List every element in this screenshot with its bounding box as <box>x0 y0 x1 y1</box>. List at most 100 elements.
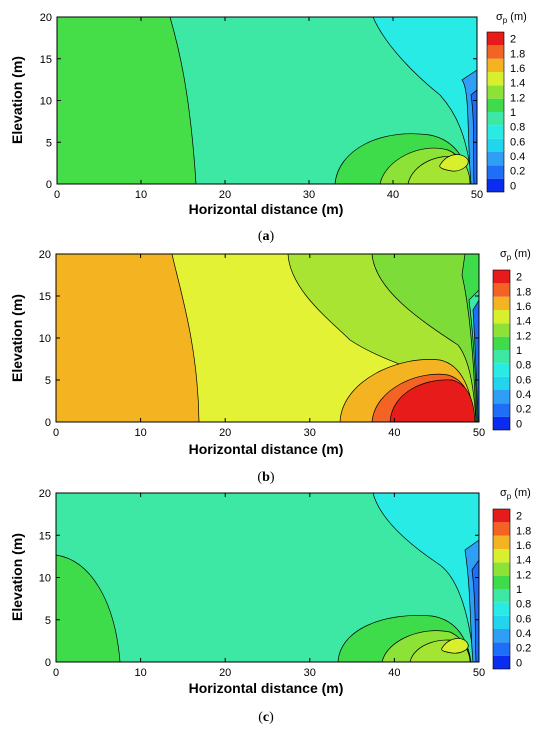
colorbar-segment <box>493 629 510 643</box>
colorbar-b: 0 0.2 0.4 0.6 0.8 1 1.2 1.4 1.6 1.8 2 σp (m) <box>492 248 531 431</box>
colorbar-segment <box>493 350 510 364</box>
colorbar-tick-label: 1.2 <box>510 92 525 104</box>
caption-b: (b) <box>257 470 274 485</box>
colorbar-segment <box>493 363 510 377</box>
colorbar-segment <box>487 72 504 86</box>
colorbar-tick-label: 1.8 <box>516 286 531 298</box>
colorbar-segment <box>493 390 510 404</box>
colorbar-a: 0 0.2 0.4 0.6 0.8 1 1.2 1.4 1.6 1.8 2 σp (m) <box>486 11 527 193</box>
x-tick-label: 30 <box>303 189 315 201</box>
colorbar-tick-label: 1.6 <box>510 63 525 75</box>
contour-plot-a <box>57 17 477 184</box>
colorbar-tick-label: 0.2 <box>516 643 531 655</box>
y-tick-label: 15 <box>40 54 52 66</box>
region-b-0.6 <box>472 299 479 422</box>
colorbar-tick-label: 1 <box>510 107 516 119</box>
colorbar-tick-label: 2 <box>510 34 516 46</box>
colorbar-tick-label: 0.6 <box>510 136 525 148</box>
contour-plot-b <box>56 254 479 422</box>
colorbar-tick-label: 0.8 <box>516 360 531 372</box>
x-tick-label: 30 <box>304 427 316 439</box>
colorbar-tick-label: 0.4 <box>516 628 531 640</box>
colorbar-tick-label: 1.4 <box>516 555 531 567</box>
colorbar-frame <box>486 31 505 193</box>
x-tick-label: 40 <box>387 189 399 201</box>
y-tick-label: 15 <box>39 291 51 303</box>
colorbar-segment <box>493 575 510 589</box>
y-tick-label: 20 <box>39 488 51 500</box>
x-tick-label: 0 <box>54 189 60 201</box>
x-tick-label: 40 <box>388 667 400 679</box>
x-tick-label: 0 <box>53 427 59 439</box>
y-tick-label: 20 <box>40 12 52 24</box>
colorbar-frame <box>492 508 511 670</box>
x-axis-label-c: Horizontal distance (m) <box>189 680 344 696</box>
axes-a: 0 10 20 30 40 50 0 5 10 15 20 <box>40 12 483 201</box>
x-tick-label: 50 <box>473 427 485 439</box>
colorbar-tick-label: 0 <box>516 657 522 669</box>
colorbar-segment <box>493 522 510 536</box>
y-axis-label-c: Elevation (m) <box>9 533 25 621</box>
colorbar-segment <box>493 283 510 297</box>
x-tick-label: 50 <box>473 667 485 679</box>
region-a-1.8 <box>439 154 469 172</box>
colorbar-segment <box>493 549 510 563</box>
y-axis-label-a: Elevation (m) <box>9 56 25 144</box>
colorbar-segment <box>487 138 504 152</box>
colorbar-segment <box>493 403 510 417</box>
y-tick-label: 10 <box>40 96 52 108</box>
colorbar-segment <box>487 112 504 126</box>
x-tick-label: 10 <box>134 667 146 679</box>
colorbar-tick-label: 0.8 <box>516 599 531 611</box>
colorbar-tick-label: 0.2 <box>516 404 531 416</box>
y-tick-label: 10 <box>39 573 51 585</box>
colorbar-c: 0 0.2 0.4 0.6 0.8 1 1.2 1.4 1.6 1.8 2 σp (m) <box>492 487 531 670</box>
colorbar-segment <box>493 642 510 656</box>
caption-a: (a) <box>258 229 275 244</box>
colorbar-segment <box>487 58 504 72</box>
axes-b: 0 10 20 30 40 50 0 5 10 15 20 <box>39 249 485 439</box>
colorbar-segment <box>493 535 510 549</box>
colorbar-tick-label: 0 <box>516 418 522 430</box>
colorbar-segment <box>493 589 510 603</box>
colorbar-tick-label: 2 <box>516 511 522 523</box>
colorbar-tick-label: 1.8 <box>510 48 525 60</box>
colorbar-segment <box>493 416 510 430</box>
y-tick-label: 10 <box>39 333 51 345</box>
colorbar-tick-label: 1.4 <box>510 78 525 90</box>
y-tick-label: 0 <box>45 417 51 429</box>
colorbar-tick-label: 0.2 <box>510 166 525 178</box>
x-tick-label: 20 <box>219 667 231 679</box>
region-a-0.2 <box>470 89 477 184</box>
colorbar-segment <box>493 376 510 390</box>
y-tick-label: 20 <box>39 249 51 261</box>
colorbar-segment <box>487 85 504 99</box>
x-axis-label-a: Horizontal distance (m) <box>189 201 344 217</box>
colorbar-segment <box>487 152 504 166</box>
x-tick-label: 40 <box>388 427 400 439</box>
colorbar-tick-label: 0.6 <box>516 374 531 386</box>
x-tick-label: 50 <box>471 189 483 201</box>
colorbar-segment <box>493 602 510 616</box>
colorbar-segment <box>493 655 510 669</box>
colorbar-tick-label: 0.4 <box>510 151 525 163</box>
colorbar-title: σp (m) <box>500 248 531 262</box>
colorbar-tick-label: 1.2 <box>516 569 531 581</box>
colorbar-tick-label: 0.8 <box>510 122 525 134</box>
x-axis-label-b: Horizontal distance (m) <box>189 441 344 457</box>
colorbar-tick-label: 1.8 <box>516 525 531 537</box>
colorbar-title: σp (m) <box>500 487 531 501</box>
colorbar-tick-label: 1.4 <box>516 316 531 328</box>
x-tick-label: 0 <box>53 667 59 679</box>
contour-plot-c <box>56 493 479 662</box>
colorbar-segment <box>493 615 510 629</box>
axes-c: 0 10 20 30 40 50 0 5 10 15 20 <box>39 488 485 679</box>
colorbar-segment <box>493 270 510 284</box>
x-tick-label: 20 <box>219 427 231 439</box>
colorbar-segment <box>487 165 504 179</box>
colorbar-frame <box>492 269 511 431</box>
colorbar-tick-label: 0 <box>510 180 516 192</box>
colorbar-tick-label: 2 <box>516 272 522 284</box>
y-axis-label-b: Elevation (m) <box>9 294 25 382</box>
